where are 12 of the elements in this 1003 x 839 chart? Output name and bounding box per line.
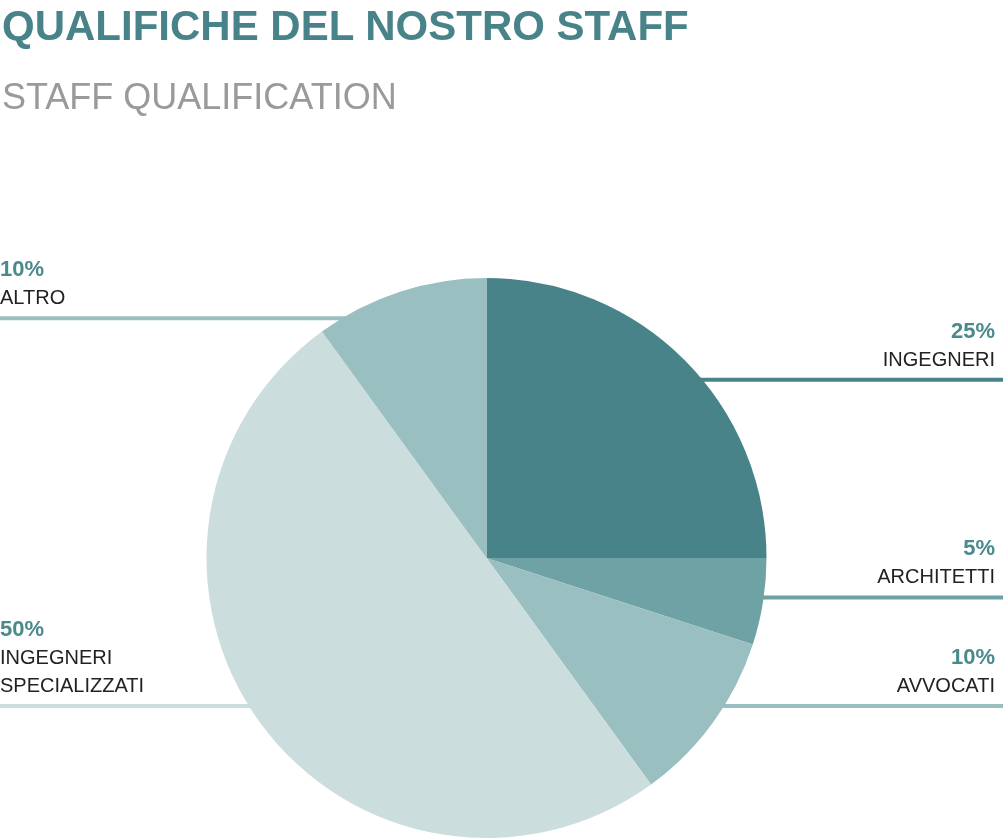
data-label: 50% [0, 616, 45, 642]
slice-label: ALTRO [0, 286, 66, 309]
data-label: 10% [0, 256, 45, 282]
slice-label: AVVOCATI [896, 674, 995, 697]
data-label: 5% [963, 535, 995, 561]
chart-title: QUALIFICHE DEL NOSTRO STAFF [2, 2, 689, 50]
slice-label: INGEGNERI [882, 347, 995, 370]
chart-subtitle: STAFF QUALIFICATION [2, 76, 397, 118]
slice-label: ARCHITETTI [877, 565, 995, 588]
data-label: 25% [950, 317, 995, 343]
slice-label: INGEGNERI SPECIALIZZATI [0, 646, 145, 697]
data-label: 10% [950, 644, 995, 670]
